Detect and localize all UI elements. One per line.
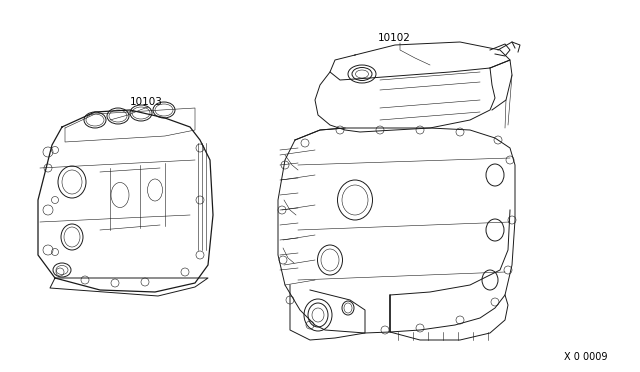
- Text: X 0 0009: X 0 0009: [564, 352, 608, 362]
- Text: 10103: 10103: [130, 97, 163, 107]
- Text: 10102: 10102: [378, 33, 411, 43]
